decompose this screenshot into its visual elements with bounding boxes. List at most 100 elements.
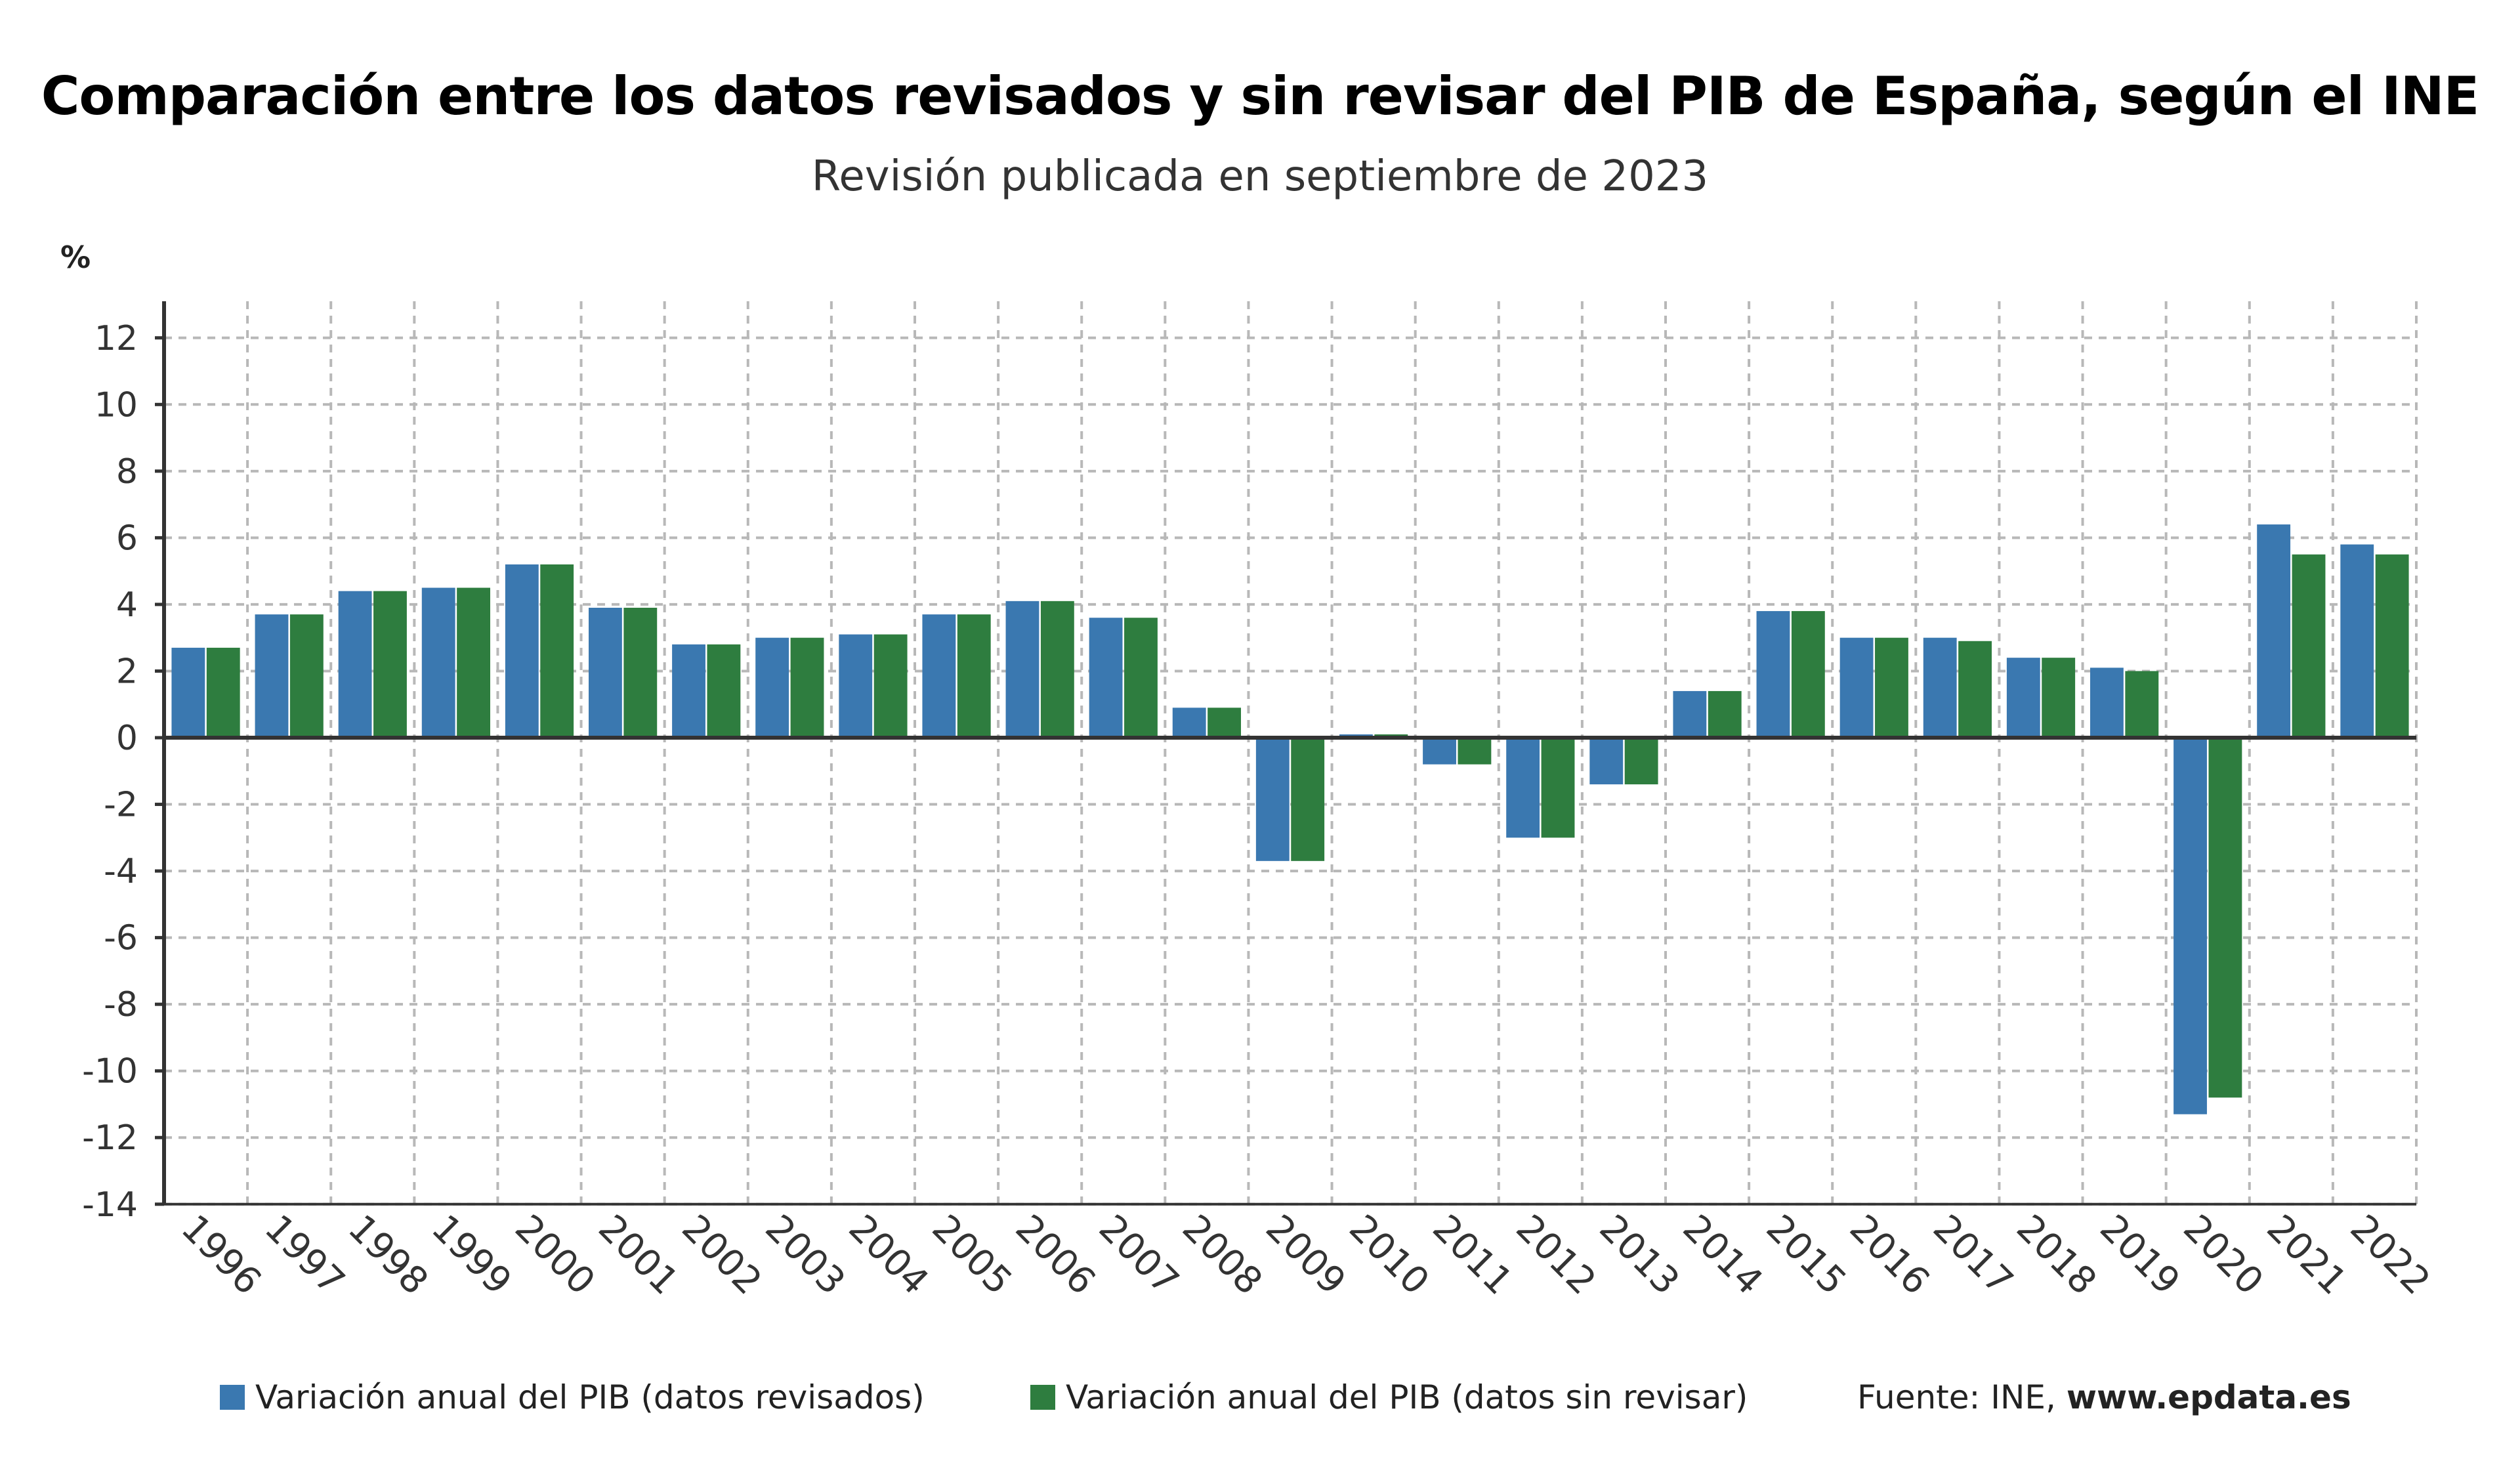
bar-revised-2002: [672, 644, 705, 738]
x-tick-label: 2011: [1424, 1207, 1521, 1303]
bar-unrevised-2000: [540, 564, 574, 738]
x-tick-label: 2022: [2342, 1207, 2439, 1303]
x-tick-label: 2017: [1925, 1207, 2021, 1303]
bar-revised-2000: [505, 564, 539, 738]
bar-unrevised-2001: [623, 607, 658, 738]
x-tick-label: 2013: [1591, 1207, 1688, 1303]
bar-revised-2007: [1089, 618, 1123, 738]
y-tick-labels: 12 10 8 6 4 2 0 -2 -4 -6 -8 -10 -12 -14: [82, 319, 138, 1225]
bar-unrevised-2003: [790, 637, 824, 738]
bar-revised-2011: [1423, 738, 1456, 765]
legend-swatch-unrevised: [1030, 1385, 1055, 1410]
y-tick-label: 2: [116, 652, 138, 691]
legend-swatch-revised: [220, 1385, 245, 1410]
bar-revised-2009: [1255, 738, 1290, 861]
bar-revised-1999: [421, 587, 455, 738]
bar-unrevised-2018: [2042, 658, 2076, 738]
bar-unrevised-1999: [457, 587, 491, 738]
legend-item-revised[interactable]: Variación anual del PIB (datos revisados…: [220, 1378, 925, 1416]
y-tick-label: -6: [104, 919, 138, 958]
legend: Variación anual del PIB (datos revisados…: [0, 1378, 2520, 1424]
bar-unrevised-2012: [1541, 738, 1575, 838]
bar-unrevised-2005: [957, 614, 991, 738]
bar-revised-2006: [1005, 601, 1040, 738]
source-note: Fuente: INE, www.epdata.es: [1857, 1378, 2351, 1416]
source-link[interactable]: www.epdata.es: [2066, 1378, 2351, 1416]
bar-unrevised-2021: [2292, 554, 2326, 738]
bar-revised-2021: [2257, 524, 2291, 738]
bar-unrevised-2020: [2208, 738, 2242, 1098]
x-tick-label: 2014: [1675, 1207, 1771, 1303]
y-tick-label: -8: [104, 985, 138, 1025]
y-tick-label: 0: [116, 719, 138, 758]
source-prefix: Fuente: INE,: [1857, 1378, 2067, 1416]
x-tick-label: 2000: [507, 1207, 603, 1303]
bar-unrevised-2011: [1458, 738, 1492, 765]
bar-unrevised-2015: [1791, 611, 1825, 738]
bar-revised-2003: [755, 637, 789, 738]
y-tick-label: -10: [82, 1052, 138, 1091]
bar-revised-2018: [2006, 658, 2040, 738]
y-tick-label: 10: [94, 385, 138, 425]
x-tick-label: 2006: [1007, 1207, 1104, 1303]
x-tick-label: 2016: [1841, 1207, 1938, 1303]
x-tick-label: 2019: [2091, 1207, 2188, 1303]
y-tick-label: 8: [116, 452, 138, 492]
chart-subtitle: Revisión publicada en septiembre de 2023: [811, 152, 1709, 201]
x-tick-label: 1999: [423, 1207, 520, 1303]
bar-unrevised-2013: [1624, 738, 1658, 785]
axes: [155, 301, 2416, 1206]
y-tick-label: 6: [116, 518, 138, 558]
bar-revised-2008: [1172, 708, 1206, 738]
legend-item-unrevised[interactable]: Variación anual del PIB (datos sin revis…: [1030, 1378, 1748, 1416]
y-axis-unit-label: %: [60, 240, 91, 275]
x-tick-label: 2018: [2008, 1207, 2105, 1303]
y-tick-label: -2: [104, 786, 138, 825]
bar-unrevised-2017: [1958, 641, 1992, 738]
y-tick-label: 4: [116, 585, 138, 625]
bar-unrevised-2014: [1708, 690, 1742, 738]
chart-title: Comparación entre los datos revisados y …: [41, 66, 2480, 127]
x-tick-label: 2015: [1758, 1207, 1855, 1303]
bar-unrevised-2008: [1208, 708, 1242, 738]
x-tick-label: 2020: [2175, 1207, 2271, 1303]
y-tick-label: -12: [82, 1118, 138, 1158]
x-tick-label: 2021: [2258, 1207, 2355, 1303]
bar-revised-2015: [1756, 611, 1790, 738]
x-tick-label: 1996: [173, 1207, 270, 1303]
bar-revised-2019: [2090, 667, 2124, 738]
legend-label-unrevised: Variación anual del PIB (datos sin revis…: [1066, 1378, 1748, 1416]
bar-revised-2005: [922, 614, 956, 738]
bar-revised-1996: [171, 647, 205, 738]
bar-revised-2017: [1923, 637, 1957, 738]
bars: [171, 524, 2409, 1114]
bar-revised-2016: [1839, 637, 1874, 738]
bar-revised-2013: [1589, 738, 1624, 785]
bar-unrevised-2004: [873, 634, 908, 738]
x-tick-label: 2012: [1507, 1207, 1604, 1303]
legend-label-revised: Variación anual del PIB (datos revisados…: [255, 1378, 925, 1416]
bar-unrevised-2006: [1040, 601, 1074, 738]
x-tick-labels: 1996199719981999200020012002200320042005…: [173, 1207, 2439, 1303]
bar-revised-2012: [1506, 738, 1540, 838]
grid-lines: [164, 301, 2418, 1206]
bar-unrevised-1998: [373, 591, 407, 738]
bar-unrevised-2002: [707, 644, 741, 738]
y-tick-label: -4: [104, 852, 138, 891]
x-tick-label: 2002: [673, 1207, 770, 1303]
bar-unrevised-1996: [206, 647, 240, 738]
bar-unrevised-2016: [1875, 637, 1908, 738]
x-tick-label: 1998: [340, 1207, 436, 1303]
y-tick-label: 12: [94, 319, 138, 358]
bar-revised-2014: [1673, 690, 1707, 738]
bar-unrevised-2009: [1291, 738, 1325, 861]
x-tick-label: 2007: [1091, 1207, 1187, 1303]
bar-revised-2001: [588, 607, 622, 738]
bar-unrevised-2007: [1124, 618, 1158, 738]
x-tick-label: 1997: [257, 1207, 353, 1303]
x-tick-label: 2008: [1174, 1207, 1270, 1303]
x-tick-label: 2009: [1257, 1207, 1354, 1303]
bar-revised-1997: [255, 614, 289, 738]
x-tick-label: 2001: [590, 1207, 686, 1303]
y-tick-label: -14: [82, 1185, 138, 1225]
